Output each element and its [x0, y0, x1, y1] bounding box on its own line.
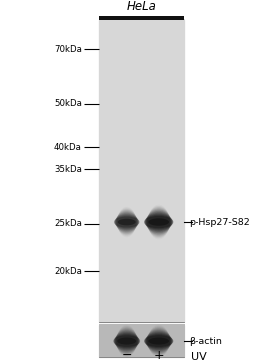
Ellipse shape: [148, 337, 169, 345]
Text: 25kDa: 25kDa: [54, 219, 82, 228]
Ellipse shape: [147, 206, 170, 238]
Ellipse shape: [115, 331, 138, 352]
Ellipse shape: [146, 331, 172, 352]
Ellipse shape: [146, 211, 172, 233]
Ellipse shape: [116, 211, 138, 233]
Ellipse shape: [147, 326, 170, 356]
Text: −: −: [121, 349, 132, 362]
Ellipse shape: [114, 332, 139, 351]
Ellipse shape: [114, 215, 139, 229]
Bar: [99, 20, 184, 322]
Ellipse shape: [115, 212, 138, 232]
Ellipse shape: [115, 329, 138, 353]
Ellipse shape: [146, 210, 171, 234]
Text: 20kDa: 20kDa: [54, 267, 82, 276]
Text: +: +: [153, 349, 164, 362]
Ellipse shape: [145, 213, 173, 231]
Ellipse shape: [148, 218, 169, 226]
Ellipse shape: [145, 333, 173, 349]
Ellipse shape: [115, 213, 138, 231]
Ellipse shape: [147, 209, 171, 236]
Ellipse shape: [114, 333, 139, 349]
Ellipse shape: [118, 219, 136, 225]
Ellipse shape: [147, 327, 170, 355]
Ellipse shape: [116, 327, 137, 355]
Text: 70kDa: 70kDa: [54, 45, 82, 54]
Text: UV: UV: [191, 352, 207, 362]
Ellipse shape: [147, 328, 171, 354]
Ellipse shape: [116, 328, 138, 354]
Text: p-Hsp27-S82: p-Hsp27-S82: [189, 218, 250, 226]
Text: β-actin: β-actin: [189, 337, 222, 345]
Ellipse shape: [144, 216, 174, 228]
Ellipse shape: [145, 332, 172, 351]
Ellipse shape: [147, 207, 170, 237]
Bar: [99, 16, 184, 20]
Ellipse shape: [115, 214, 139, 230]
Ellipse shape: [114, 217, 140, 228]
Ellipse shape: [144, 215, 173, 229]
Text: 35kDa: 35kDa: [54, 165, 82, 174]
Ellipse shape: [145, 212, 172, 232]
Ellipse shape: [146, 329, 171, 353]
Text: 50kDa: 50kDa: [54, 99, 82, 108]
Ellipse shape: [117, 209, 137, 235]
Ellipse shape: [144, 334, 173, 348]
Ellipse shape: [114, 334, 140, 348]
Text: 40kDa: 40kDa: [54, 143, 82, 152]
Text: HeLa: HeLa: [127, 0, 156, 13]
Ellipse shape: [117, 337, 136, 345]
Ellipse shape: [113, 335, 140, 347]
Bar: [99, 325, 184, 357]
Ellipse shape: [116, 210, 137, 234]
Ellipse shape: [144, 335, 174, 347]
